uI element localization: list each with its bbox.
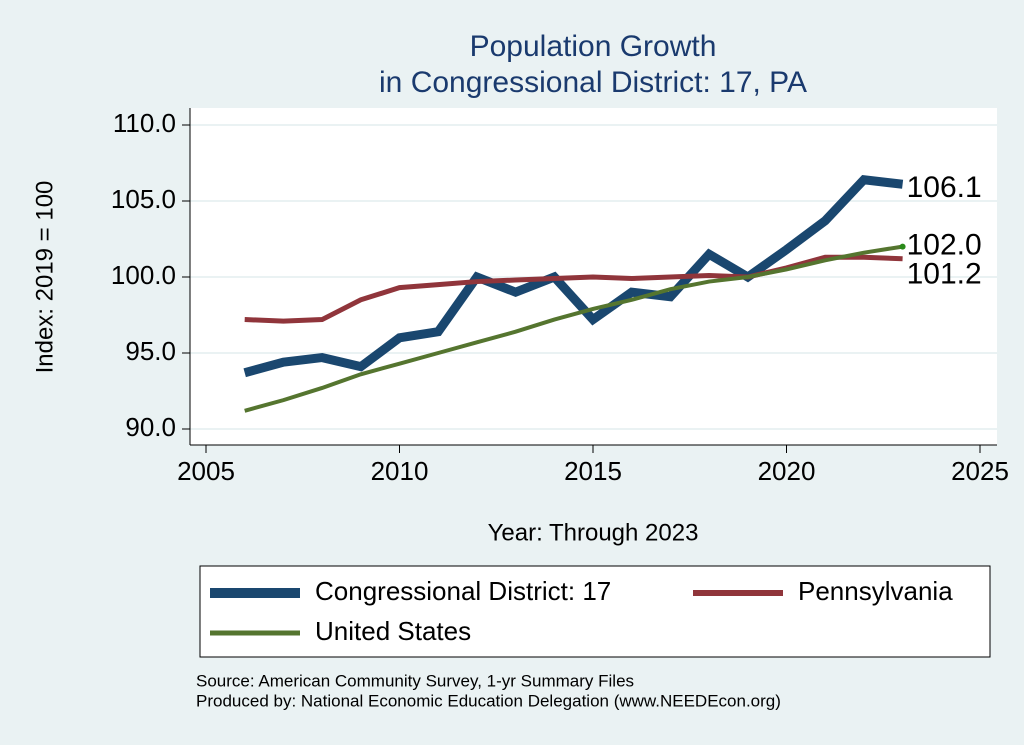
- chart-title: Population Growth: [470, 30, 717, 63]
- series-line: [244, 244, 903, 413]
- series-line: [243, 174, 904, 378]
- y-tick-label: 105.0: [111, 184, 176, 214]
- x-tick-label: 2010: [371, 456, 429, 486]
- y-tick-label: 95.0: [125, 336, 176, 366]
- y-tick-label: 100.0: [111, 260, 176, 290]
- x-tick-label: 2025: [951, 456, 1009, 486]
- y-axis-label: Index: 2019 = 100: [31, 181, 58, 374]
- end-point: [899, 243, 906, 250]
- data-label: 101.2: [907, 258, 982, 291]
- x-tick-label: 2020: [758, 456, 816, 486]
- x-tick-label: 2005: [177, 456, 235, 486]
- chart-title: in Congressional District: 17, PA: [379, 66, 807, 99]
- legend-label: Congressional District: 17: [315, 576, 611, 606]
- y-tick-label: 110.0: [113, 108, 176, 138]
- y-tick-label: 90.0: [125, 412, 176, 442]
- data-label: 102.0: [907, 229, 982, 262]
- source-note: Source: American Community Survey, 1-yr …: [196, 671, 634, 690]
- x-tick-label: 2015: [564, 456, 622, 486]
- x-axis-label: Year: Through 2023: [488, 519, 699, 546]
- data-label: 106.1: [907, 171, 982, 204]
- legend: [199, 565, 991, 658]
- legend-label: Pennsylvania: [798, 576, 953, 606]
- source-note: Produced by: National Economic Education…: [196, 691, 781, 710]
- legend-label: United States: [315, 616, 471, 646]
